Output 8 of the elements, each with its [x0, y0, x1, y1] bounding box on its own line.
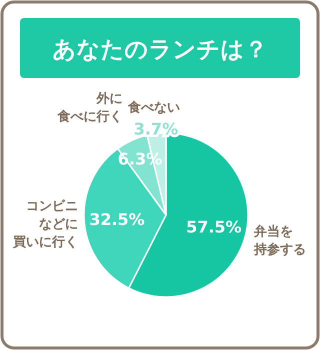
slice-label: 外に食べに行く: [56, 91, 123, 124]
slice-label: 食べない: [126, 100, 180, 116]
slice-label: コンビニなどに買いに行く: [12, 199, 78, 250]
data-label: 57.5%: [186, 217, 242, 236]
data-label: 3.7%: [134, 120, 178, 139]
chart-title: あなたのランチは？: [52, 37, 268, 63]
data-label: 32.5%: [89, 210, 145, 229]
slice-label: 弁当を持参する: [253, 223, 306, 258]
